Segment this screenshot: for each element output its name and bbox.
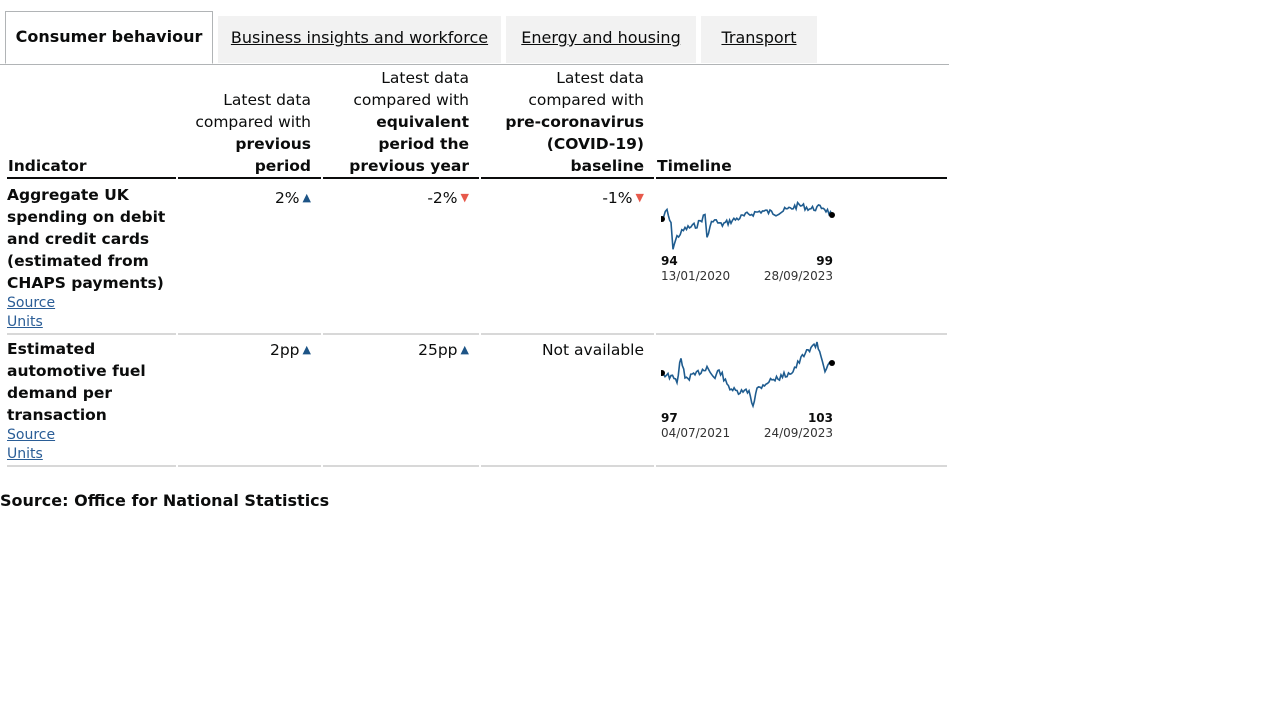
sparkline-start-value: 94 xyxy=(661,254,678,268)
indicator-title: Estimated automotive fuel demand per tra… xyxy=(7,340,146,424)
tab-energy-housing[interactable]: Energy and housing xyxy=(506,16,696,63)
value-year: -2% xyxy=(427,189,458,207)
sparkline: 94 99 13/01/2020 28/09/2023 xyxy=(661,185,841,285)
header-timeline-label: Timeline xyxy=(657,157,732,175)
sparkline-start-date: 13/01/2020 xyxy=(661,269,731,283)
sparkline-end-date: 28/09/2023 xyxy=(763,269,833,283)
sparkline-chart xyxy=(661,341,835,409)
header-baseline: Latest data compared with pre-coronaviru… xyxy=(481,64,654,179)
tab-consumer-behaviour[interactable]: Consumer behaviour xyxy=(5,11,213,64)
sparkline-end-value: 99 xyxy=(816,254,833,268)
sparkline-end-value: 103 xyxy=(807,411,833,425)
header-year-bold: equivalent period the previous year xyxy=(349,113,469,175)
table-cell-year: 25pp ▲ xyxy=(323,337,479,467)
sparkline: 97 103 04/07/2021 24/09/2023 xyxy=(661,341,841,441)
table-cell-year: -2% ▼ xyxy=(323,181,479,335)
table-cell-previous: 2% ▲ xyxy=(178,181,321,335)
table-row-indicator: Aggregate UK spending on debit and credi… xyxy=(7,181,176,335)
down-arrow-icon: ▼ xyxy=(635,191,644,204)
sparkline-path xyxy=(661,341,833,409)
tab-business-insights[interactable]: Business insights and workforce xyxy=(218,16,501,63)
value-year: 25pp xyxy=(418,341,458,359)
table-cell-baseline: -1% ▼ xyxy=(481,181,654,335)
units-link[interactable]: Units xyxy=(7,446,43,462)
header-baseline-pre: Latest data compared with xyxy=(528,69,644,109)
sparkline-path xyxy=(661,200,833,250)
tab-transport[interactable]: Transport xyxy=(701,16,817,63)
value-baseline: Not available xyxy=(541,341,644,359)
header-timeline: Timeline xyxy=(656,64,947,179)
source-note: Source: Office for National Statistics xyxy=(0,491,330,510)
source-link[interactable]: Source xyxy=(7,295,56,311)
sparkline-end-date: 24/09/2023 xyxy=(763,426,833,440)
header-indicator: Indicator xyxy=(7,64,176,179)
table-cell-previous: 2pp ▲ xyxy=(178,337,321,467)
up-arrow-icon: ▲ xyxy=(302,343,311,356)
sparkline-start-dot xyxy=(661,370,665,376)
header-previous-bold: previous period xyxy=(235,135,311,175)
header-previous-year: Latest data compared with equivalent per… xyxy=(323,64,479,179)
sparkline-start-date: 04/07/2021 xyxy=(661,426,731,440)
value-previous: 2% xyxy=(274,189,300,207)
sparkline-chart xyxy=(661,200,835,250)
header-baseline-bold: pre-coronavirus (COVID-19) baseline xyxy=(505,113,644,175)
units-link[interactable]: Units xyxy=(7,314,43,330)
sparkline-end-dot xyxy=(829,360,835,366)
sparkline-start-dot xyxy=(661,216,665,222)
header-indicator-label: Indicator xyxy=(8,157,87,175)
up-arrow-icon: ▲ xyxy=(460,343,469,356)
table-cell-baseline: Not available xyxy=(481,337,654,467)
value-previous: 2pp xyxy=(269,341,300,359)
sparkline-start-value: 97 xyxy=(661,411,678,425)
header-previous-period: Latest data compared with previous perio… xyxy=(178,64,321,179)
header-year-pre: Latest data compared with xyxy=(353,69,469,109)
table-cell-timeline: 97 103 04/07/2021 24/09/2023 xyxy=(656,337,947,467)
header-previous-pre: Latest data compared with xyxy=(195,91,311,131)
indicator-title: Aggregate UK spending on debit and credi… xyxy=(7,186,166,292)
value-baseline: -1% xyxy=(602,189,633,207)
down-arrow-icon: ▼ xyxy=(460,191,469,204)
table-row-indicator: Estimated automotive fuel demand per tra… xyxy=(7,337,176,467)
source-link[interactable]: Source xyxy=(7,427,56,443)
table-cell-timeline: 94 99 13/01/2020 28/09/2023 xyxy=(656,181,947,335)
up-arrow-icon: ▲ xyxy=(302,191,311,204)
sparkline-end-dot xyxy=(829,212,835,218)
tab-bar: Consumer behaviour Business insights and… xyxy=(0,0,949,65)
